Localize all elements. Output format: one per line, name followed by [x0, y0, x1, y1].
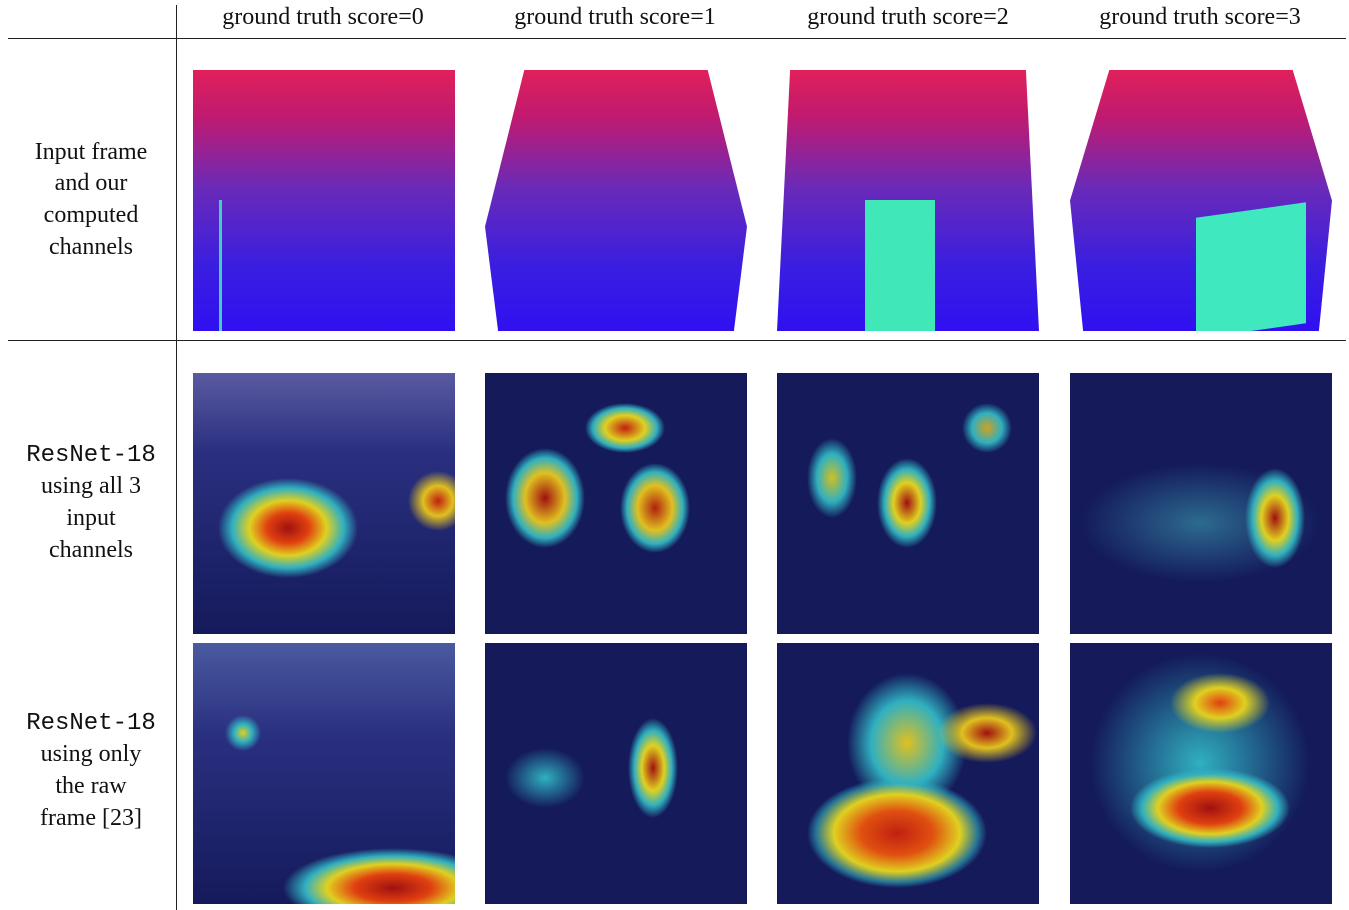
model-name: ResNet-18: [8, 440, 174, 472]
label-line: and our: [8, 168, 174, 200]
model-name: ResNet-18: [8, 708, 174, 740]
header-rule: [8, 38, 1346, 39]
input-frame: [777, 70, 1039, 331]
heatmap: [1070, 373, 1332, 634]
row-rule: [8, 340, 1346, 341]
column-header: ground truth score=2: [762, 4, 1054, 31]
input-frame: [485, 70, 747, 331]
label-line: input: [8, 503, 174, 535]
heatmap: [1070, 643, 1332, 904]
heatmap: [485, 643, 747, 904]
label-line: channels: [8, 535, 174, 567]
label-line: computed: [8, 200, 174, 232]
label-line: using all 3: [8, 471, 174, 503]
label-line: using only: [8, 739, 174, 771]
vertical-rule: [176, 5, 177, 910]
heatmap: [193, 373, 455, 634]
heatmap: [193, 643, 455, 904]
figure: ground truth score=0 ground truth score=…: [0, 0, 1349, 910]
input-frame: [193, 70, 455, 331]
heatmap: [485, 373, 747, 634]
column-header: ground truth score=0: [177, 4, 469, 31]
label-line: frame [23]: [8, 803, 174, 835]
heatmap: [777, 373, 1039, 634]
column-header: ground truth score=3: [1054, 4, 1346, 31]
input-frame: [1070, 70, 1332, 331]
label-line: Input frame: [8, 137, 174, 169]
heatmap: [777, 643, 1039, 904]
column-header: ground truth score=1: [469, 4, 761, 31]
label-line: the raw: [8, 771, 174, 803]
label-line: channels: [8, 232, 174, 264]
